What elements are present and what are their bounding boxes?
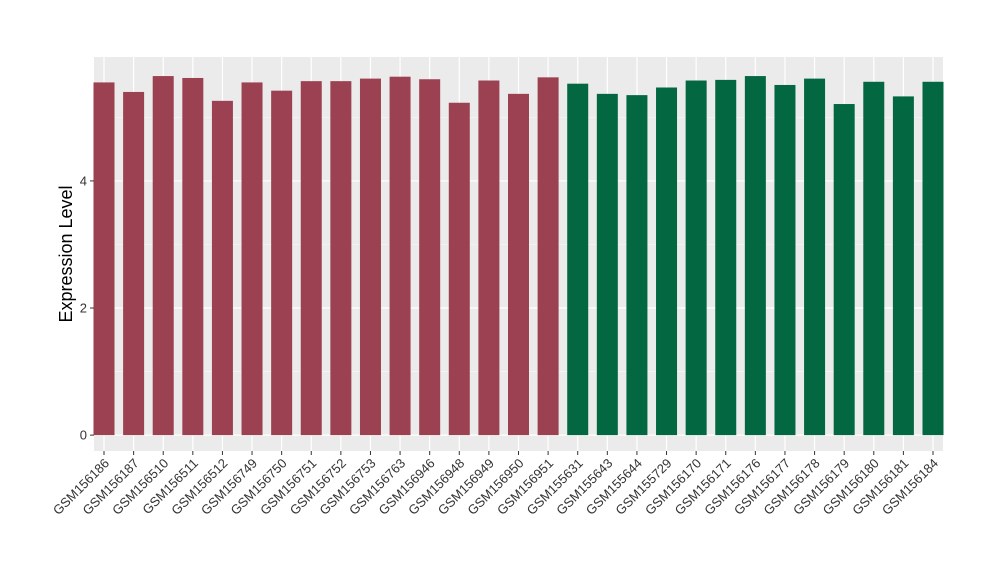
x-axis: GSM156186GSM156187GSM156510GSM156511GSM1…	[50, 451, 941, 518]
bar	[271, 90, 293, 436]
bar	[419, 79, 441, 436]
bar	[330, 81, 352, 436]
bar	[508, 93, 529, 436]
bar	[93, 82, 115, 436]
bar	[359, 78, 381, 436]
y-tick-label: 2	[80, 301, 87, 316]
bar	[804, 78, 826, 436]
bar	[152, 76, 174, 436]
bar	[596, 93, 618, 436]
bar	[833, 104, 855, 436]
bar	[478, 80, 500, 436]
bar	[922, 81, 944, 436]
bar	[626, 95, 648, 436]
bar	[892, 96, 914, 436]
bar	[715, 79, 737, 436]
bar	[300, 81, 322, 436]
y-axis-title: Expression Level	[56, 185, 76, 322]
bar	[182, 77, 204, 436]
bar	[123, 91, 145, 436]
bar	[685, 80, 707, 436]
y-axis: 0 2 4	[80, 173, 94, 443]
bar	[567, 83, 589, 436]
bar	[774, 84, 796, 436]
y-tick-label: 4	[80, 173, 87, 188]
bar	[211, 100, 233, 436]
bar	[744, 76, 766, 436]
bar	[241, 82, 263, 436]
bar	[537, 77, 559, 436]
bar	[448, 102, 470, 436]
y-tick-label: 0	[80, 428, 87, 443]
bar	[389, 76, 411, 436]
bar	[656, 87, 678, 436]
bars	[93, 76, 944, 436]
bar	[863, 81, 885, 436]
